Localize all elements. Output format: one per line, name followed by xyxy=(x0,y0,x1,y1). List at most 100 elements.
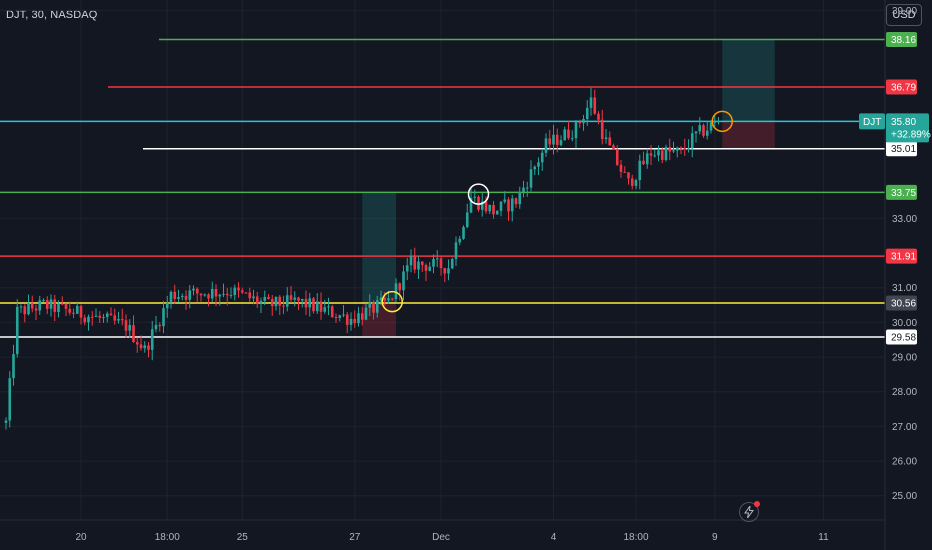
candle-body xyxy=(529,169,533,188)
candle-body xyxy=(102,317,105,319)
candle-body xyxy=(597,113,600,120)
candle-body xyxy=(555,134,559,145)
candle-body xyxy=(147,345,150,350)
price-badges: 38.16 36.79 35.01 33.75 31.91 30.56 29.58 DJT 35… xyxy=(859,32,931,345)
candle-body xyxy=(199,293,203,296)
candle-body xyxy=(649,153,653,156)
price-badge-29-58 xyxy=(886,329,917,345)
candle-body xyxy=(518,191,522,205)
candle-body xyxy=(540,152,544,163)
candle-body xyxy=(162,308,165,327)
candle-body xyxy=(717,121,720,123)
candle-body xyxy=(570,138,574,140)
candle-body xyxy=(432,258,435,267)
candle-body xyxy=(690,133,694,149)
candle-body xyxy=(454,242,458,260)
candle-body xyxy=(398,283,402,291)
price-badge-31-91 xyxy=(886,248,917,264)
candle-body xyxy=(30,303,34,309)
price-badge-36-79-label: 36.79 xyxy=(891,83,916,94)
x-tick-label: 9 xyxy=(712,532,718,543)
candle-body xyxy=(462,227,465,239)
candle-body xyxy=(285,295,289,307)
candle-body xyxy=(664,147,668,160)
x-tick-label: 25 xyxy=(237,532,249,543)
candle-body xyxy=(657,150,660,156)
candle-body xyxy=(612,145,615,150)
candle-body xyxy=(218,294,222,297)
candle-body xyxy=(480,201,484,210)
candle-body xyxy=(589,97,593,108)
candle-body xyxy=(653,155,657,157)
candle-body xyxy=(150,329,154,350)
candle-body xyxy=(548,138,552,145)
candle-body xyxy=(488,204,492,212)
stop-zone xyxy=(362,302,396,337)
candle-body xyxy=(270,299,274,307)
candle-body xyxy=(522,187,525,192)
candle-body xyxy=(390,298,394,300)
candle-body xyxy=(645,153,649,165)
candle-body xyxy=(128,325,132,331)
price-badge-38-16-label: 38.16 xyxy=(891,35,916,46)
candle-body xyxy=(600,119,604,140)
candle-body xyxy=(627,172,630,179)
candle-body xyxy=(87,316,90,323)
candle-body xyxy=(282,305,285,307)
y-tick-label: 26.00 xyxy=(892,457,917,468)
candle-body xyxy=(465,212,469,228)
candle-body xyxy=(4,420,8,423)
candle-body xyxy=(634,180,638,186)
candle-body xyxy=(578,122,582,124)
candle-body xyxy=(259,300,263,304)
candle-body xyxy=(484,201,488,212)
price-badge-33-75-label: 33.75 xyxy=(891,188,916,199)
candle-body xyxy=(255,296,259,304)
candle-body xyxy=(203,294,207,296)
candle-body xyxy=(424,265,428,271)
x-tick-label: 11 xyxy=(818,532,829,543)
candle-body xyxy=(409,255,413,266)
candle-body xyxy=(364,307,368,320)
position-boxes xyxy=(362,39,775,337)
candle-body xyxy=(698,125,702,132)
candle-body xyxy=(402,271,405,291)
candle-body xyxy=(237,287,240,291)
candle-body xyxy=(289,295,293,300)
candle-body xyxy=(394,283,398,299)
candle-body xyxy=(585,107,589,119)
price-badge-30-56-label: 30.56 xyxy=(891,298,916,309)
price-badge-35-01 xyxy=(886,141,917,157)
candle-body xyxy=(90,316,94,318)
candle-body xyxy=(19,306,23,308)
circle-annotations xyxy=(381,110,733,313)
candle-body xyxy=(559,140,563,145)
candle-body xyxy=(435,258,439,260)
candle-body xyxy=(604,137,608,140)
candle-body xyxy=(98,315,102,318)
candle-body xyxy=(94,315,98,317)
circle-annotation-orange xyxy=(711,110,733,133)
candle-body xyxy=(12,354,15,379)
price-badge-38-16 xyxy=(886,32,917,48)
candle-body xyxy=(473,196,477,198)
price-badge-36-79 xyxy=(886,79,917,95)
candle-body xyxy=(405,265,409,272)
symbol-badge xyxy=(859,113,885,130)
candle-body xyxy=(668,147,672,152)
lightning-icon[interactable] xyxy=(739,501,760,522)
candle-body xyxy=(342,314,345,316)
candle-body xyxy=(154,324,158,330)
candle-body xyxy=(323,307,327,312)
candle-body xyxy=(349,318,353,325)
candle-body xyxy=(274,296,278,307)
candle-body xyxy=(225,293,229,296)
candle-body xyxy=(417,261,420,270)
currency-button[interactable]: USD xyxy=(886,4,922,26)
candle-body xyxy=(210,289,214,299)
candle-body xyxy=(495,210,499,215)
candle-body xyxy=(15,306,19,355)
candle-body xyxy=(567,129,570,139)
candle-body xyxy=(544,138,548,153)
